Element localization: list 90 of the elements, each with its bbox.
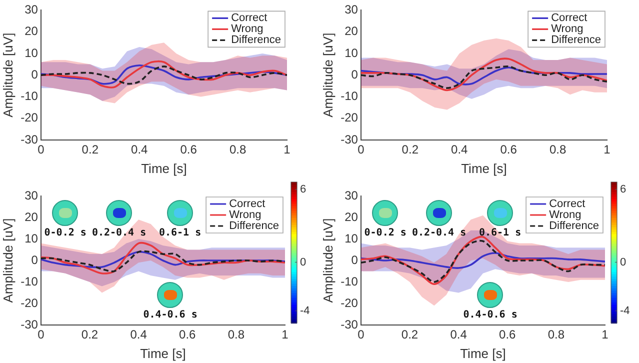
y-tick-label: 10 xyxy=(344,46,358,60)
line-series xyxy=(360,58,607,92)
line-series xyxy=(40,250,285,272)
y-tick-label: -10 xyxy=(340,274,358,288)
annotation: 0.6-1 s xyxy=(478,228,522,239)
legend-label: Wrong xyxy=(551,23,584,36)
x-tick-label: 0.6 xyxy=(499,328,516,342)
color-bar-label: 0 xyxy=(300,256,306,268)
color-bar-label: 0 xyxy=(620,256,626,268)
legend-label: Wrong xyxy=(549,209,582,222)
annotation: 0.4-0.6 s xyxy=(463,309,518,320)
x-axis-title: Time [s] xyxy=(141,160,187,176)
line-series xyxy=(360,252,605,269)
y-tick-label: -30 xyxy=(340,317,358,332)
x-tick-label: 0.8 xyxy=(548,328,565,342)
line-series xyxy=(360,65,607,89)
y-tick-label: 0 xyxy=(351,252,358,267)
legend-label: Correct xyxy=(551,12,588,24)
legend-label: Correct xyxy=(231,12,268,24)
legend-label: Correct xyxy=(229,198,266,210)
y-tick-label: 20 xyxy=(344,24,358,38)
y-tick-label: -20 xyxy=(340,110,358,125)
y-tick-label: 30 xyxy=(344,188,358,202)
line-series xyxy=(40,60,287,88)
x-tick-label: 0.6 xyxy=(180,142,198,157)
y-tick-label: 30 xyxy=(24,188,38,202)
x-tick-label: 1 xyxy=(282,328,289,342)
y-axis-title: Amplitude [uV] xyxy=(0,218,16,303)
line-series xyxy=(40,250,285,268)
color-bar-label: 6 xyxy=(300,183,306,196)
legend-label: Correct xyxy=(549,198,586,210)
x-axis-title: Time [s] xyxy=(461,160,507,176)
x-tick-label: 0.4 xyxy=(131,142,148,157)
legend-label: Wrong xyxy=(229,209,262,222)
annotation: 0.2-0.4 s xyxy=(412,228,466,239)
x-tick-label: 0.2 xyxy=(81,328,98,342)
legend-label: Wrong xyxy=(231,23,264,36)
x-tick-label: 0.6 xyxy=(500,142,518,157)
color-bar-label: -4 xyxy=(300,304,310,317)
y-tick-label: 0 xyxy=(351,67,358,82)
y-tick-label: -20 xyxy=(20,296,38,310)
annotation: 0-0.2 s xyxy=(364,228,406,239)
legend-label: Difference xyxy=(551,34,601,46)
annotation: 0.6-1 s xyxy=(158,228,202,239)
x-tick-label: 0.8 xyxy=(549,142,566,157)
x-tick-label: 0.8 xyxy=(228,328,245,342)
line-series xyxy=(360,66,607,86)
x-axis-title: Time [s] xyxy=(140,346,186,361)
x-tick-label: 0.4 xyxy=(450,328,468,342)
y-axis-title: Amplitude [uV] xyxy=(320,218,336,303)
x-tick-label: 1 xyxy=(604,142,611,157)
y-tick-label: -20 xyxy=(20,110,38,125)
y-tick-label: -10 xyxy=(20,274,38,288)
y-tick-label: -30 xyxy=(20,317,38,332)
legend-label: Difference xyxy=(229,220,279,232)
y-tick-label: 30 xyxy=(344,2,358,17)
x-tick-label: 1 xyxy=(602,328,609,342)
legend-label: Difference xyxy=(549,220,599,232)
y-tick-label: 30 xyxy=(24,2,38,17)
legend-label: Difference xyxy=(231,34,281,46)
x-tick-label: 0.2 xyxy=(82,142,99,157)
y-tick-label: 20 xyxy=(24,210,38,224)
y-tick-label: -20 xyxy=(340,296,358,310)
annotation: 0-0.2 s xyxy=(44,228,86,239)
annotation: 0.2-0.4 s xyxy=(92,228,146,239)
y-tick-label: -30 xyxy=(340,132,358,146)
x-tick-label: 0.4 xyxy=(130,328,148,342)
y-tick-label: -30 xyxy=(20,132,38,146)
y-tick-label: 10 xyxy=(344,231,358,246)
x-tick-label: 0.8 xyxy=(229,142,246,157)
color-bar-label: -4 xyxy=(620,304,630,317)
y-tick-label: 10 xyxy=(24,231,38,246)
y-tick-label: 0 xyxy=(31,252,38,267)
color-bar-label: 6 xyxy=(620,183,626,196)
y-tick-label: 20 xyxy=(24,24,38,38)
x-tick-label: 0.6 xyxy=(179,328,196,342)
y-axis-title: Amplitude [uV] xyxy=(0,32,16,118)
y-tick-label: -10 xyxy=(340,89,358,104)
x-axis-title: Time [s] xyxy=(460,346,506,361)
y-tick-label: -10 xyxy=(20,89,38,104)
x-tick-label: 0.2 xyxy=(402,142,419,157)
y-tick-label: 20 xyxy=(344,210,358,224)
y-tick-label: 0 xyxy=(31,67,38,82)
annotation: 0.4-0.6 s xyxy=(143,309,198,320)
y-axis-title: Amplitude [uV] xyxy=(320,32,336,118)
line-series xyxy=(40,242,285,274)
x-tick-label: 1 xyxy=(284,142,291,157)
x-tick-label: 0.4 xyxy=(451,142,468,157)
x-tick-label: 0.2 xyxy=(401,328,418,342)
y-tick-label: 10 xyxy=(24,46,38,60)
